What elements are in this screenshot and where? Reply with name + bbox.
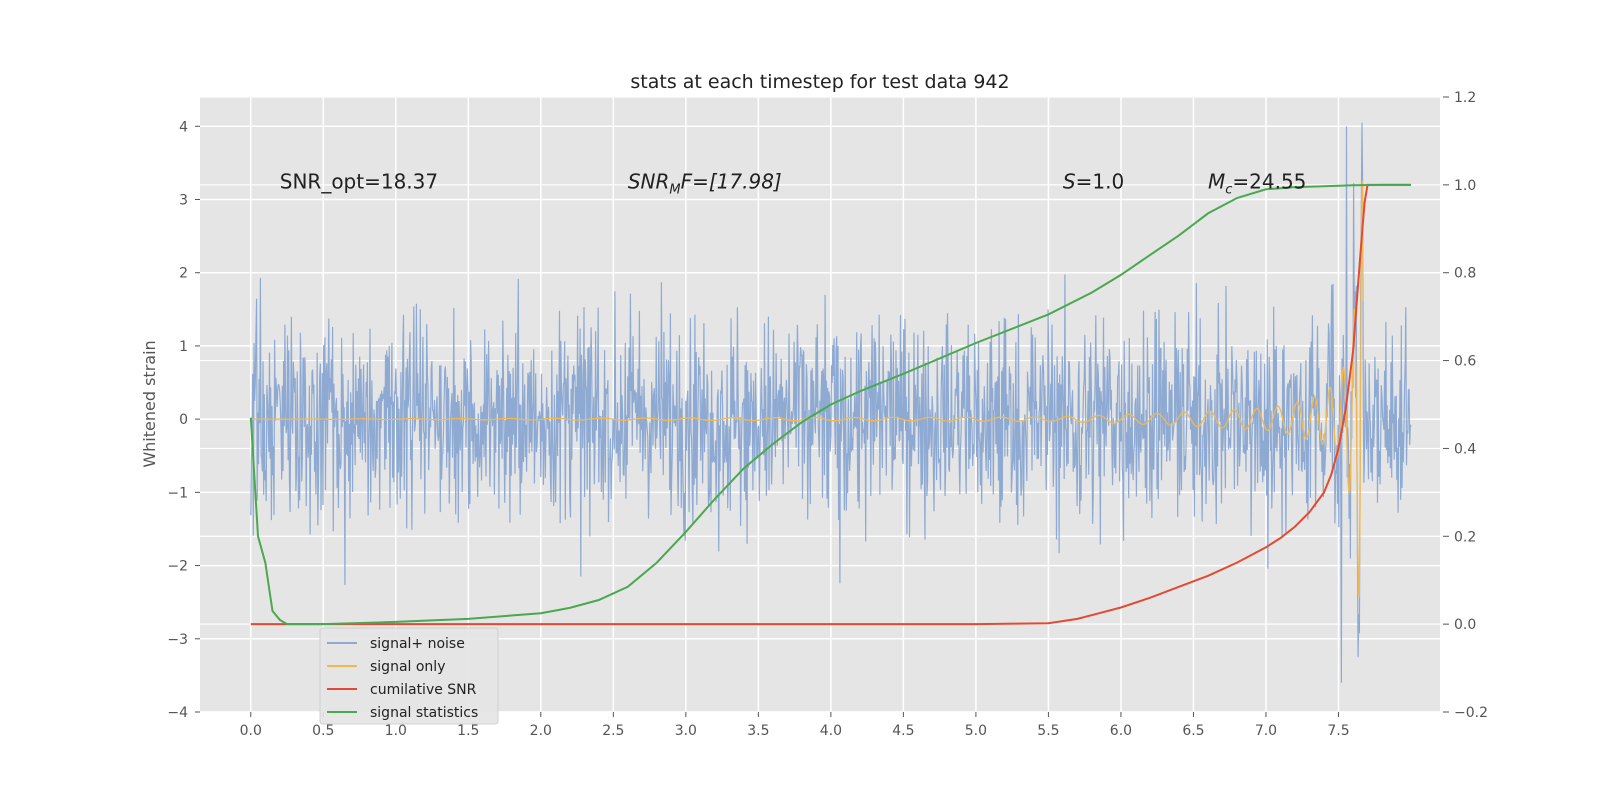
y2-tick-label: −0.2 [1454,705,1488,721]
legend: signal+ noise signal only cumilative SNR si… [319,627,499,725]
x-tick-label: 7.0 [1255,723,1277,739]
y2-tick-label: 1.0 [1454,178,1476,194]
x-tick-label: 3.0 [675,723,697,739]
annotation-suffix: =1.0 [1076,170,1125,194]
annotation-snr_mf: SNRMF=[17.98] [628,170,782,198]
y-tick-label: 0 [179,412,188,428]
annotation-mc: Mc=24.55 [1208,170,1306,198]
x-tick-label: 4.5 [892,723,914,739]
legend-label: cumilative SNR [370,682,477,698]
y-tick-label: −4 [167,705,188,721]
x-tick-label: 1.0 [385,723,407,739]
x-tick-label: 5.0 [965,723,987,739]
series-signal-statistics [249,183,1411,626]
y-axis-label: Whitened strain [140,340,159,467]
x-tick-label: 0.5 [312,723,334,739]
annotation-subscript: M [669,183,680,198]
x-tick-label: 2.0 [530,723,552,739]
annotation-text: SNR [628,170,670,194]
annotation-suffix: F=[17.98] [681,170,782,194]
y-tick-label: 3 [179,193,188,209]
x-tick-label: 5.5 [1037,723,1059,739]
annotations: SNR_opt=18.37 SNRMF=[17.98] S=1.0 Mc=24.55 [280,170,1307,198]
x-tick-label: 6.0 [1110,723,1132,739]
y2-tick-label: 1.2 [1454,90,1476,106]
legend-label: signal only [370,659,445,675]
legend-label: signal+ noise [370,636,465,652]
y2-tick-label: 0.2 [1454,529,1476,545]
legend-label: signal statistics [370,705,478,721]
x-tick-label: 6.5 [1182,723,1204,739]
x-tick-label: 7.5 [1327,723,1349,739]
annotation-suffix: =24.55 [1232,170,1306,194]
y-tick-label: 2 [179,266,188,282]
legend-box [319,627,499,725]
x-tick-label: 3.5 [747,723,769,739]
chart-title: stats at each timestep for test data 942 [630,71,1009,93]
x-tick-label: 2.5 [602,723,624,739]
annotation-snr_opt: SNR_opt=18.37 [280,170,438,194]
x-tick-label: 1.5 [457,723,479,739]
annotation-text: M [1208,170,1225,194]
y2-tick-label: 0.6 [1454,354,1476,370]
y-tick-label: −1 [167,485,188,501]
y-tick-label: −3 [167,632,188,648]
y-tick-label: 1 [179,339,188,355]
x-tick-label: 0.0 [240,723,262,739]
y2-tick-label: 0.8 [1454,266,1476,282]
y2-tick-label: 0.0 [1454,617,1476,633]
series-cumulative-snr [250,183,1411,626]
y-tick-label: −2 [167,559,188,575]
x-tick-label: 4.0 [820,723,842,739]
series-layer [249,122,1412,683]
series-signal-noise [250,122,1412,683]
y2-tick-label: 0.4 [1454,441,1476,457]
annotation-s: S=1.0 [1063,170,1124,194]
y-tick-label: 4 [179,119,188,135]
annotation-subscript: c [1225,183,1232,198]
axes-layer: 0.0 0.5 1.0 1.5 2.0 2.5 3.0 3.5 4.0 4.5 5.0 5.5 6.0 6… [167,90,1488,739]
annotation-text: SNR_opt=18.37 [280,170,438,194]
annotation-text: S [1063,170,1076,194]
